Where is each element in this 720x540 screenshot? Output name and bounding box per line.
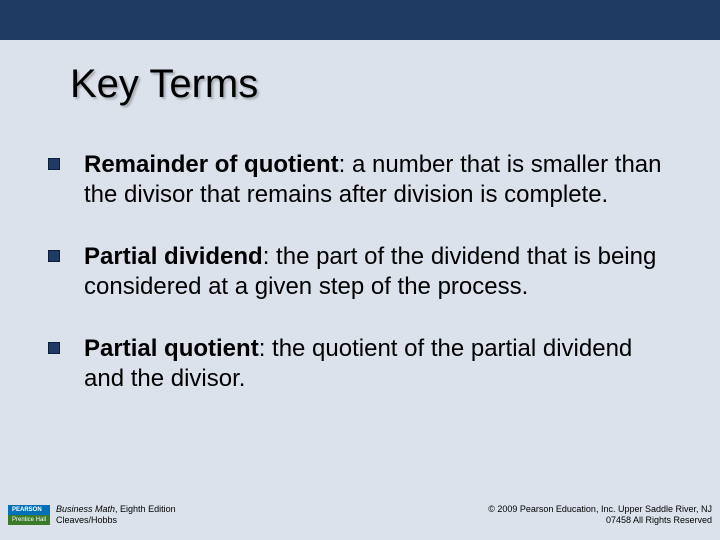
book-title: Business Math <box>56 504 115 514</box>
term-text: Remainder of quotient: a number that is … <box>84 150 678 210</box>
term-name: Partial dividend <box>84 243 263 270</box>
header-band <box>0 0 720 40</box>
book-title-line: Business Math, Eighth Edition <box>56 504 176 515</box>
pearson-logo-icon: PEARSON Prentice Hall <box>8 505 50 525</box>
list-item: Partial dividend: the part of the divide… <box>48 242 678 302</box>
term-text: Partial quotient: the quotient of the pa… <box>84 334 678 394</box>
footer-copyright: © 2009 Pearson Education, Inc. Upper Sad… <box>488 504 712 526</box>
square-bullet-icon <box>48 342 60 354</box>
footer-left: PEARSON Prentice Hall Business Math, Eig… <box>8 504 176 526</box>
term-name: Remainder of quotient <box>84 151 339 178</box>
logo-brand: PEARSON <box>8 505 50 515</box>
book-edition: , Eighth Edition <box>115 504 176 514</box>
term-text: Partial dividend: the part of the divide… <box>84 242 678 302</box>
term-name: Partial quotient <box>84 335 259 362</box>
slide-title: Key Terms <box>70 62 258 107</box>
logo-imprint: Prentice Hall <box>8 515 50 525</box>
key-terms-list: Remainder of quotient: a number that is … <box>48 150 678 426</box>
copyright-line-1: © 2009 Pearson Education, Inc. Upper Sad… <box>488 504 712 515</box>
book-authors: Cleaves/Hobbs <box>56 515 176 526</box>
square-bullet-icon <box>48 158 60 170</box>
slide-footer: PEARSON Prentice Hall Business Math, Eig… <box>0 496 720 540</box>
copyright-line-2: 07458 All Rights Reserved <box>488 515 712 526</box>
list-item: Partial quotient: the quotient of the pa… <box>48 334 678 394</box>
square-bullet-icon <box>48 250 60 262</box>
book-info: Business Math, Eighth Edition Cleaves/Ho… <box>56 504 176 526</box>
list-item: Remainder of quotient: a number that is … <box>48 150 678 210</box>
